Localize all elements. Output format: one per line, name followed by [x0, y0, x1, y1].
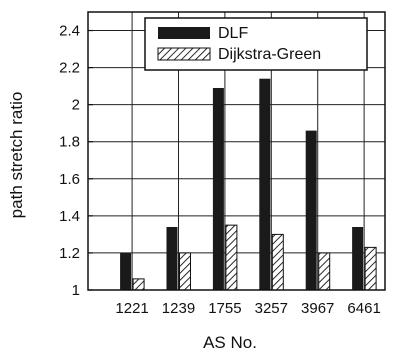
- y-tick-labels: 1 1.2 1.4 1.6 1.8 2 2.2 2.4: [59, 23, 80, 299]
- bar-dlf: [120, 252, 132, 290]
- plot-frame: [87, 11, 386, 291]
- bar-dijkstra-green: [225, 224, 238, 291]
- bar-dlf: [259, 78, 271, 290]
- x-tick-label: 3967: [301, 300, 334, 317]
- y-tick-label: 2: [72, 97, 80, 114]
- y-tick-label: 1.4: [59, 208, 80, 225]
- y-tick-label: 1.6: [59, 171, 80, 188]
- y-tick-label: 1.8: [59, 134, 80, 151]
- bars: [120, 78, 377, 291]
- bar-dijkstra-green: [178, 252, 191, 291]
- y-tick-label: 1.2: [59, 245, 80, 262]
- legend-label-dijkstra-green: Dijkstra-Green: [218, 46, 321, 63]
- legend-box: [144, 17, 368, 71]
- bar-dlf: [212, 87, 224, 290]
- bar-dlf: [305, 130, 317, 290]
- x-tick-label: 3257: [255, 300, 288, 317]
- y-tick-label: 1: [72, 282, 80, 299]
- y-axis-title: path stretch ratio: [7, 92, 26, 219]
- bar-dijkstra-green: [271, 233, 284, 291]
- bar-dijkstra-green: [364, 246, 377, 291]
- x-axis-title: AS No.: [203, 333, 257, 352]
- legend: DLF Dijkstra-Green: [144, 17, 368, 71]
- y-tick-label: 2.4: [59, 23, 80, 40]
- legend-swatch-dlf: [158, 27, 210, 39]
- x-tick-label: 1239: [162, 300, 195, 317]
- bar-dlf: [352, 226, 364, 290]
- x-tick-label: 6461: [347, 300, 380, 317]
- x-tick-labels: 1221 1239 1755 3257 3967 6461: [115, 300, 380, 317]
- legend-swatch-dijkstra-green: [157, 47, 211, 61]
- bar-dijkstra-green: [318, 252, 331, 291]
- x-tick-label: 1221: [115, 300, 148, 317]
- legend-label-dlf: DLF: [218, 25, 248, 42]
- axes: [87, 11, 386, 291]
- bar-dijkstra-green: [132, 278, 145, 291]
- bar-dlf: [166, 226, 178, 290]
- x-tick-label: 1755: [208, 300, 241, 317]
- y-tick-label: 2.2: [59, 60, 80, 77]
